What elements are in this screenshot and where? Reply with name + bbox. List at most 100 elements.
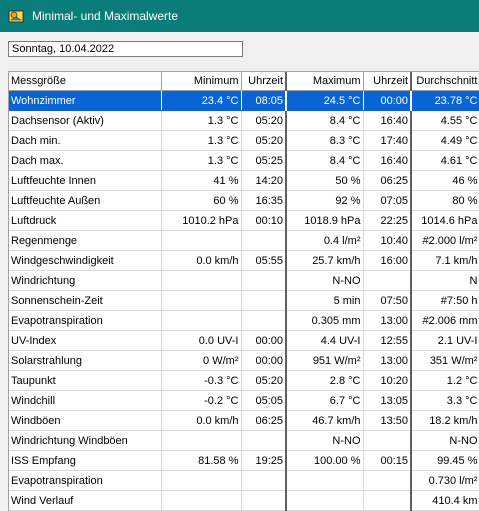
max-value-cell: 2.8 °C: [285, 370, 364, 391]
min-value-cell: -0.3 °C: [161, 370, 242, 391]
max-value-cell: 0.4 l/m²: [285, 230, 364, 251]
table-row[interactable]: Regenmenge 0.4 l/m² 10:40 #2.000 l/m²: [9, 230, 479, 251]
table-row[interactable]: Sonnenschein-Zeit 5 min 07:50 #7:50 h: [9, 290, 479, 311]
max-time-cell: 16:40: [363, 110, 412, 131]
min-time-cell: [241, 230, 287, 251]
measurement-name-cell: UV-Index: [9, 330, 162, 351]
min-time-cell: 16:35: [241, 190, 287, 211]
max-time-cell: [363, 470, 412, 491]
average-value-cell: 7.1 km/h: [410, 250, 479, 271]
average-value-cell: 23.78 °C: [410, 90, 479, 111]
min-value-cell: 1.3 °C: [161, 130, 242, 151]
measurement-name-cell: ISS Empfang: [9, 450, 162, 471]
measurement-name-cell: Luftfeuchte Innen: [9, 170, 162, 191]
table-row[interactable]: Luftdruck 1010.2 hPa 00:10 1018.9 hPa 22:25 1…: [9, 210, 479, 231]
max-time-cell: 06:25: [363, 170, 412, 191]
max-value-cell: 92 %: [285, 190, 364, 211]
min-time-cell: 05:20: [241, 110, 287, 131]
average-value-cell: #2.006 mm: [410, 310, 479, 331]
max-value-cell: 5 min: [285, 290, 364, 311]
min-value-cell: 0 W/m²: [161, 350, 242, 371]
table-row[interactable]: ISS Empfang 81.58 % 19:25 100.00 % 00:15 99.4…: [9, 450, 479, 471]
date-field[interactable]: Sonntag, 10.04.2022: [8, 41, 243, 57]
average-value-cell: 1014.6 hPa: [410, 210, 479, 231]
max-time-cell: 00:00: [363, 90, 412, 111]
measurement-name-cell: Wohnzimmer: [9, 90, 162, 111]
table-row[interactable]: Solarstrahlung 0 W/m² 00:00 951 W/m² 13:00 35…: [9, 350, 479, 371]
table-row[interactable]: Dach min. 1.3 °C 05:20 8.3 °C 17:40 4.49 °C: [9, 130, 479, 151]
max-value-cell: N-NO: [285, 270, 364, 291]
min-time-cell: [241, 290, 287, 311]
min-value-cell: 0.0 km/h: [161, 250, 242, 271]
min-time-cell: 06:25: [241, 410, 287, 431]
min-value-cell: 1.3 °C: [161, 150, 242, 171]
max-time-cell: [363, 430, 412, 451]
min-time-cell: 05:25: [241, 150, 287, 171]
max-value-cell: 6.7 °C: [285, 390, 364, 411]
column-header-maximum[interactable]: Maximum: [285, 72, 364, 91]
min-value-cell: 0.0 UV-I: [161, 330, 242, 351]
table-row[interactable]: Dach max. 1.3 °C 05:25 8.4 °C 16:40 4.61 °C: [9, 150, 479, 171]
max-time-cell: 16:40: [363, 150, 412, 171]
table-row[interactable]: Windgeschwindigkeit 0.0 km/h 05:55 25.7 km/…: [9, 250, 479, 271]
max-value-cell: 0.305 mm: [285, 310, 364, 331]
column-header-max-time[interactable]: Uhrzeit: [363, 72, 412, 91]
average-value-cell: 46 %: [410, 170, 479, 191]
table-row[interactable]: Evapotranspiration 0.305 mm 13:00 #2.006 mm: [9, 310, 479, 331]
measurement-name-cell: Evapotranspiration: [9, 470, 162, 491]
min-value-cell: [161, 290, 242, 311]
min-value-cell: 0.0 km/h: [161, 410, 242, 431]
min-max-table: Messgröße Minimum Uhrzeit Maximum Uhrzei…: [8, 71, 479, 511]
max-time-cell: 13:00: [363, 310, 412, 331]
measurement-name-cell: Windrichtung Windböen: [9, 430, 162, 451]
min-value-cell: [161, 270, 242, 291]
min-time-cell: 00:00: [241, 350, 287, 371]
min-time-cell: 05:20: [241, 130, 287, 151]
table-row[interactable]: Luftfeuchte Außen 60 % 16:35 92 % 07:05 80 %: [9, 190, 479, 211]
measurement-name-cell: Wind Verlauf: [9, 490, 162, 511]
measurement-name-cell: Windböen: [9, 410, 162, 431]
column-header-durchschnitt[interactable]: Durchschnitt: [410, 72, 479, 91]
max-time-cell: 07:05: [363, 190, 412, 211]
average-value-cell: 1.2 °C: [410, 370, 479, 391]
table-row[interactable]: Windböen 0.0 km/h 06:25 46.7 km/h 13:50 18.2 …: [9, 410, 479, 431]
measurement-name-cell: Regenmenge: [9, 230, 162, 251]
min-time-cell: 05:05: [241, 390, 287, 411]
average-value-cell: #2.000 l/m²: [410, 230, 479, 251]
column-header-min-time[interactable]: Uhrzeit: [241, 72, 287, 91]
table-row[interactable]: Dachsensor (Aktiv) 1.3 °C 05:20 8.4 °C 16:40…: [9, 110, 479, 131]
min-value-cell: [161, 230, 242, 251]
average-value-cell: 0.730 l/m²: [410, 470, 479, 491]
max-value-cell: 100.00 %: [285, 450, 364, 471]
weather-app-icon[interactable]: [7, 7, 25, 25]
average-value-cell: 3.3 °C: [410, 390, 479, 411]
table-row[interactable]: Windrichtung Windböen N-NO N-NO: [9, 430, 479, 451]
table-row[interactable]: Windrichtung N-NO N: [9, 270, 479, 291]
min-value-cell: 81.58 %: [161, 450, 242, 471]
average-value-cell: #7:50 h: [410, 290, 479, 311]
min-time-cell: 00:00: [241, 330, 287, 351]
measurement-name-cell: Windrichtung: [9, 270, 162, 291]
column-header-minimum[interactable]: Minimum: [161, 72, 242, 91]
table-row[interactable]: UV-Index 0.0 UV-I 00:00 4.4 UV-I 12:55 2.1 UV…: [9, 330, 479, 351]
table-row[interactable]: Evapotranspiration 0.730 l/m²: [9, 470, 479, 491]
max-time-cell: 13:00: [363, 350, 412, 371]
column-header-messgroesse[interactable]: Messgröße: [9, 72, 162, 91]
table-row[interactable]: Wohnzimmer 23.4 °C 08:05 24.5 °C 00:00 23.78 …: [9, 90, 479, 111]
max-time-cell: 00:15: [363, 450, 412, 471]
min-time-cell: 05:55: [241, 250, 287, 271]
measurement-name-cell: Luftdruck: [9, 210, 162, 231]
max-time-cell: 07:50: [363, 290, 412, 311]
max-value-cell: 4.4 UV-I: [285, 330, 364, 351]
table-row[interactable]: Luftfeuchte Innen 41 % 14:20 50 % 06:25 46 %: [9, 170, 479, 191]
max-time-cell: 13:50: [363, 410, 412, 431]
max-value-cell: N-NO: [285, 430, 364, 451]
measurement-name-cell: Sonnenschein-Zeit: [9, 290, 162, 311]
max-value-cell: [285, 490, 364, 511]
average-value-cell: 351 W/m²: [410, 350, 479, 371]
table-row[interactable]: Taupunkt -0.3 °C 05:20 2.8 °C 10:20 1.2 °C: [9, 370, 479, 391]
min-time-cell: [241, 310, 287, 331]
table-row[interactable]: Windchill -0.2 °C 05:05 6.7 °C 13:05 3.3 °C: [9, 390, 479, 411]
table-row[interactable]: Wind Verlauf 410.4 km: [9, 490, 479, 511]
measurement-name-cell: Windgeschwindigkeit: [9, 250, 162, 271]
